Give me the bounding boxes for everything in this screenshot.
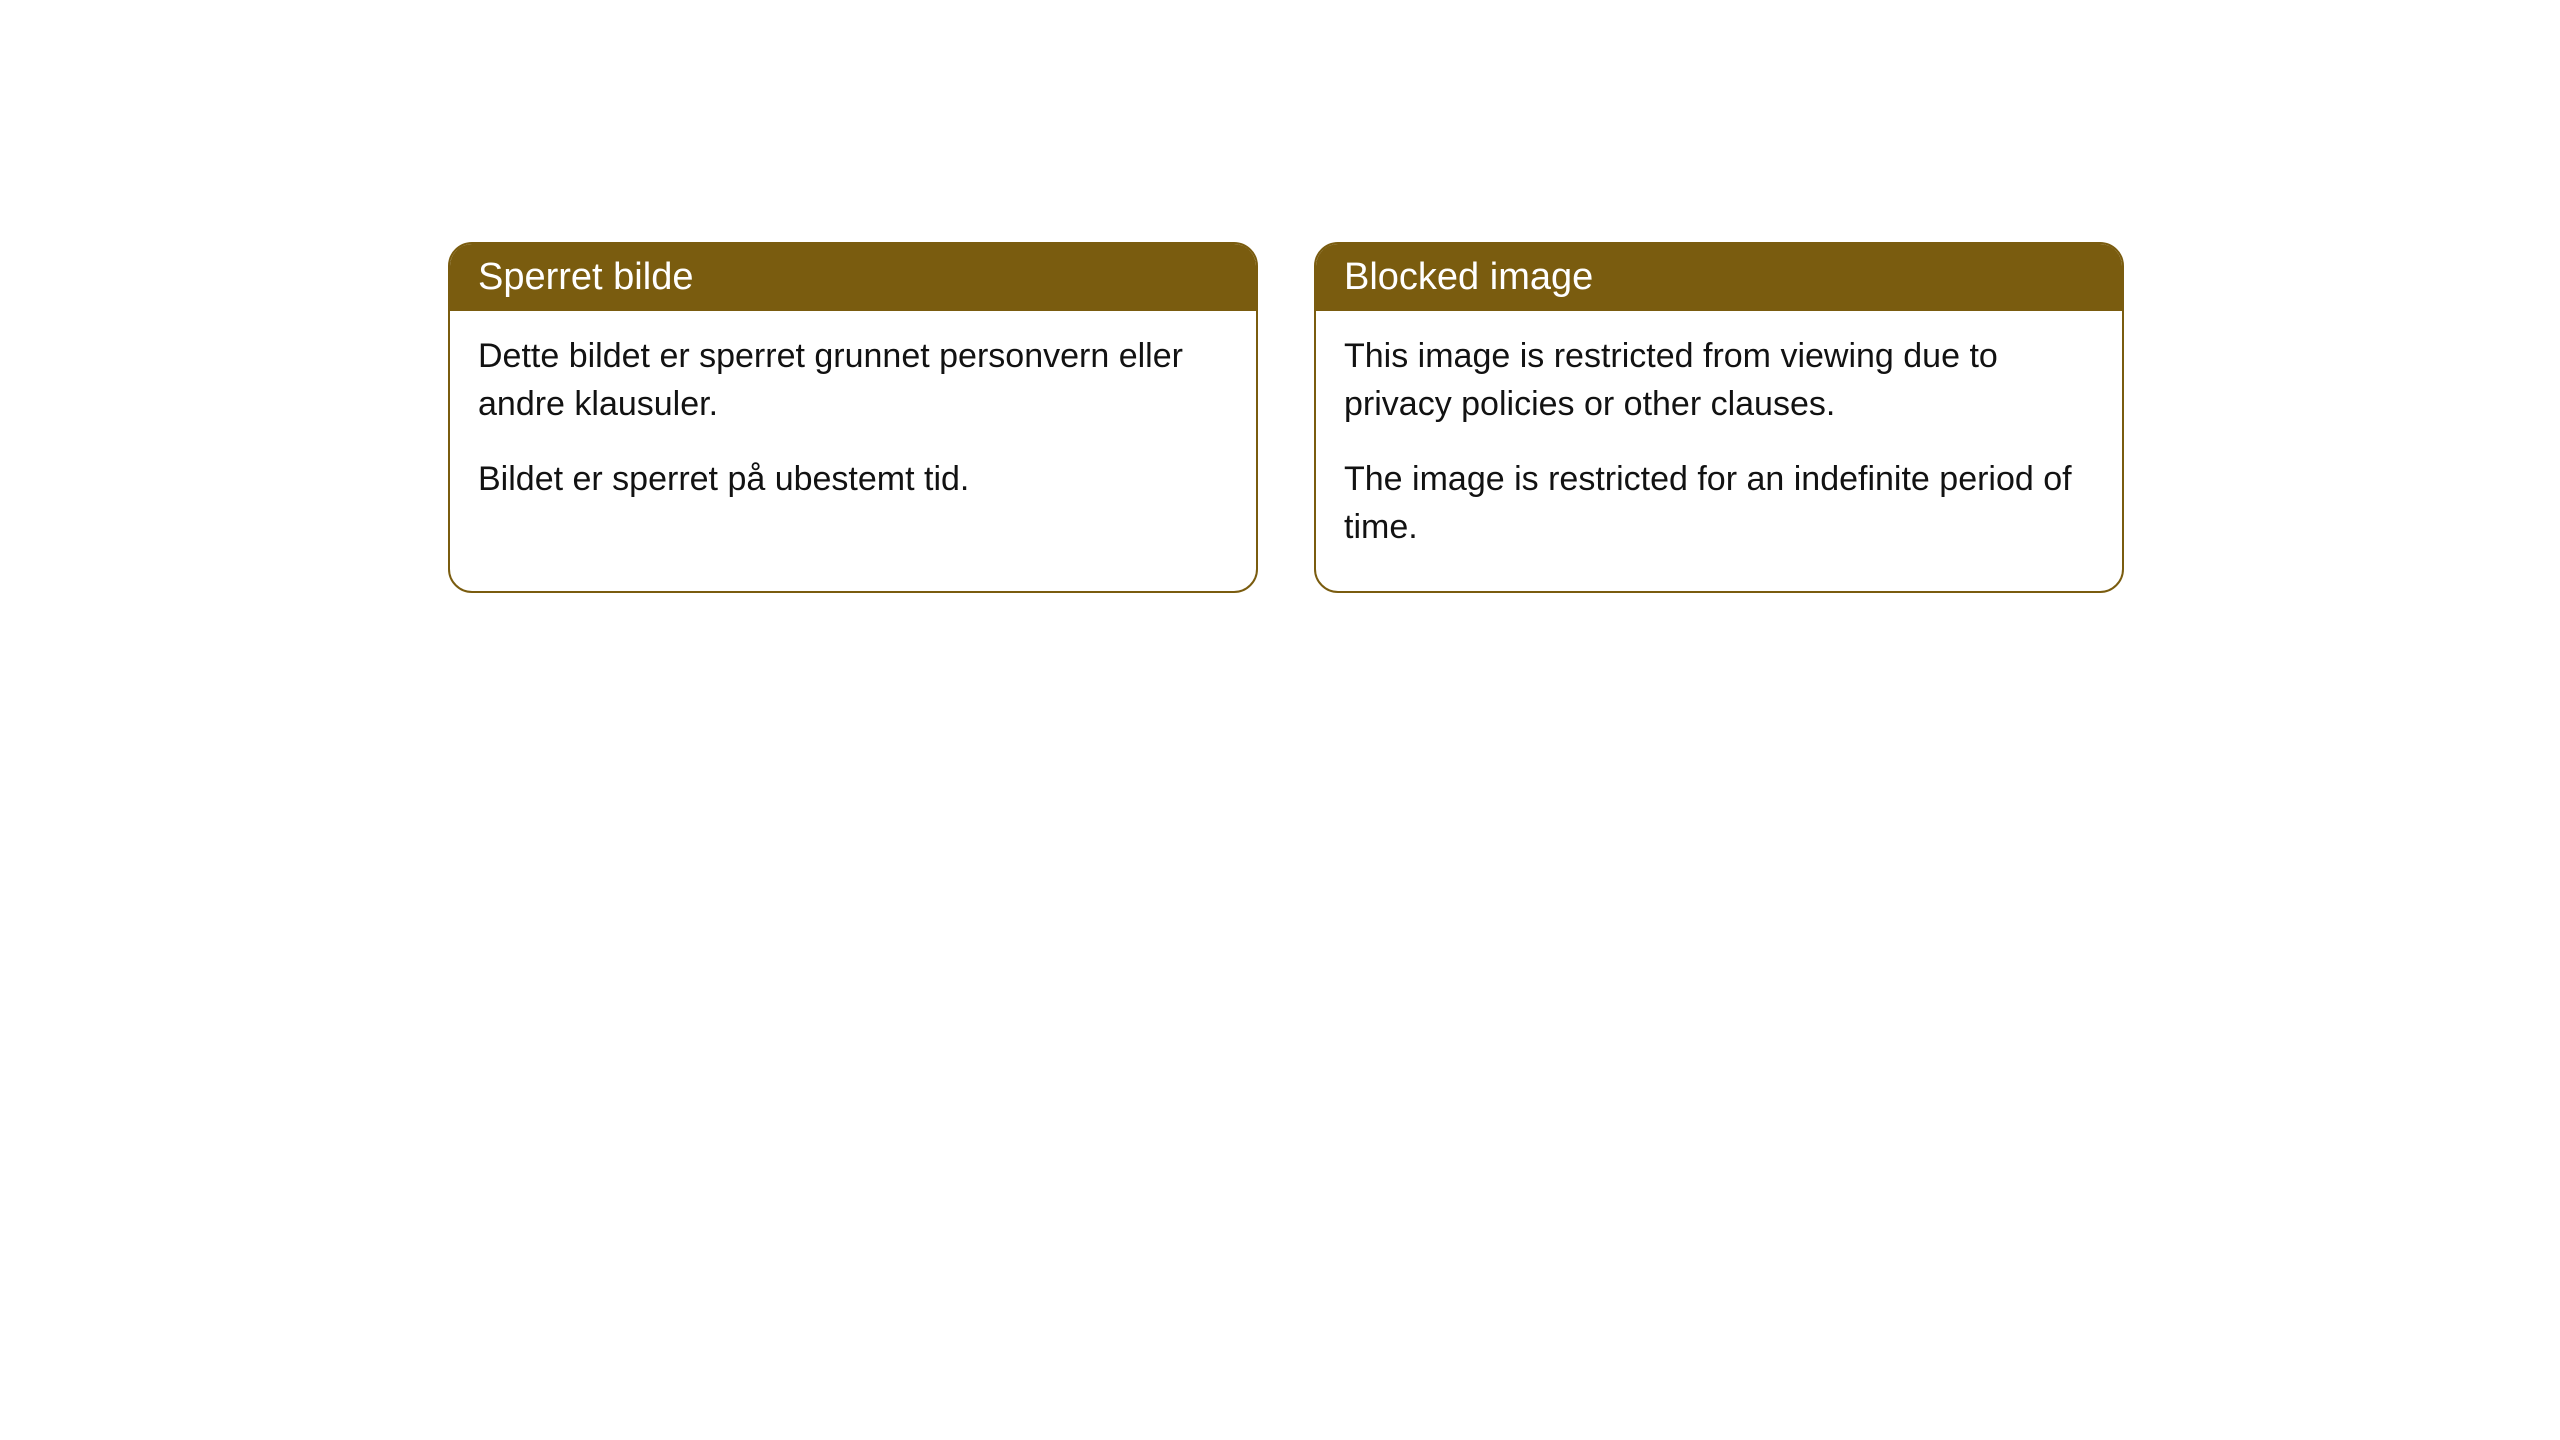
card-header-english: Blocked image xyxy=(1316,244,2122,311)
card-text-1-norwegian: Dette bildet er sperret grunnet personve… xyxy=(478,333,1228,428)
card-text-2-norwegian: Bildet er sperret på ubestemt tid. xyxy=(478,456,1228,504)
blocked-image-card-english: Blocked image This image is restricted f… xyxy=(1314,242,2124,593)
card-body-english: This image is restricted from viewing du… xyxy=(1316,311,2122,591)
blocked-image-card-norwegian: Sperret bilde Dette bildet er sperret gr… xyxy=(448,242,1258,593)
card-header-norwegian: Sperret bilde xyxy=(450,244,1256,311)
card-text-2-english: The image is restricted for an indefinit… xyxy=(1344,456,2094,551)
notice-container: Sperret bilde Dette bildet er sperret gr… xyxy=(0,0,2560,593)
card-text-1-english: This image is restricted from viewing du… xyxy=(1344,333,2094,428)
card-body-norwegian: Dette bildet er sperret grunnet personve… xyxy=(450,311,1256,544)
